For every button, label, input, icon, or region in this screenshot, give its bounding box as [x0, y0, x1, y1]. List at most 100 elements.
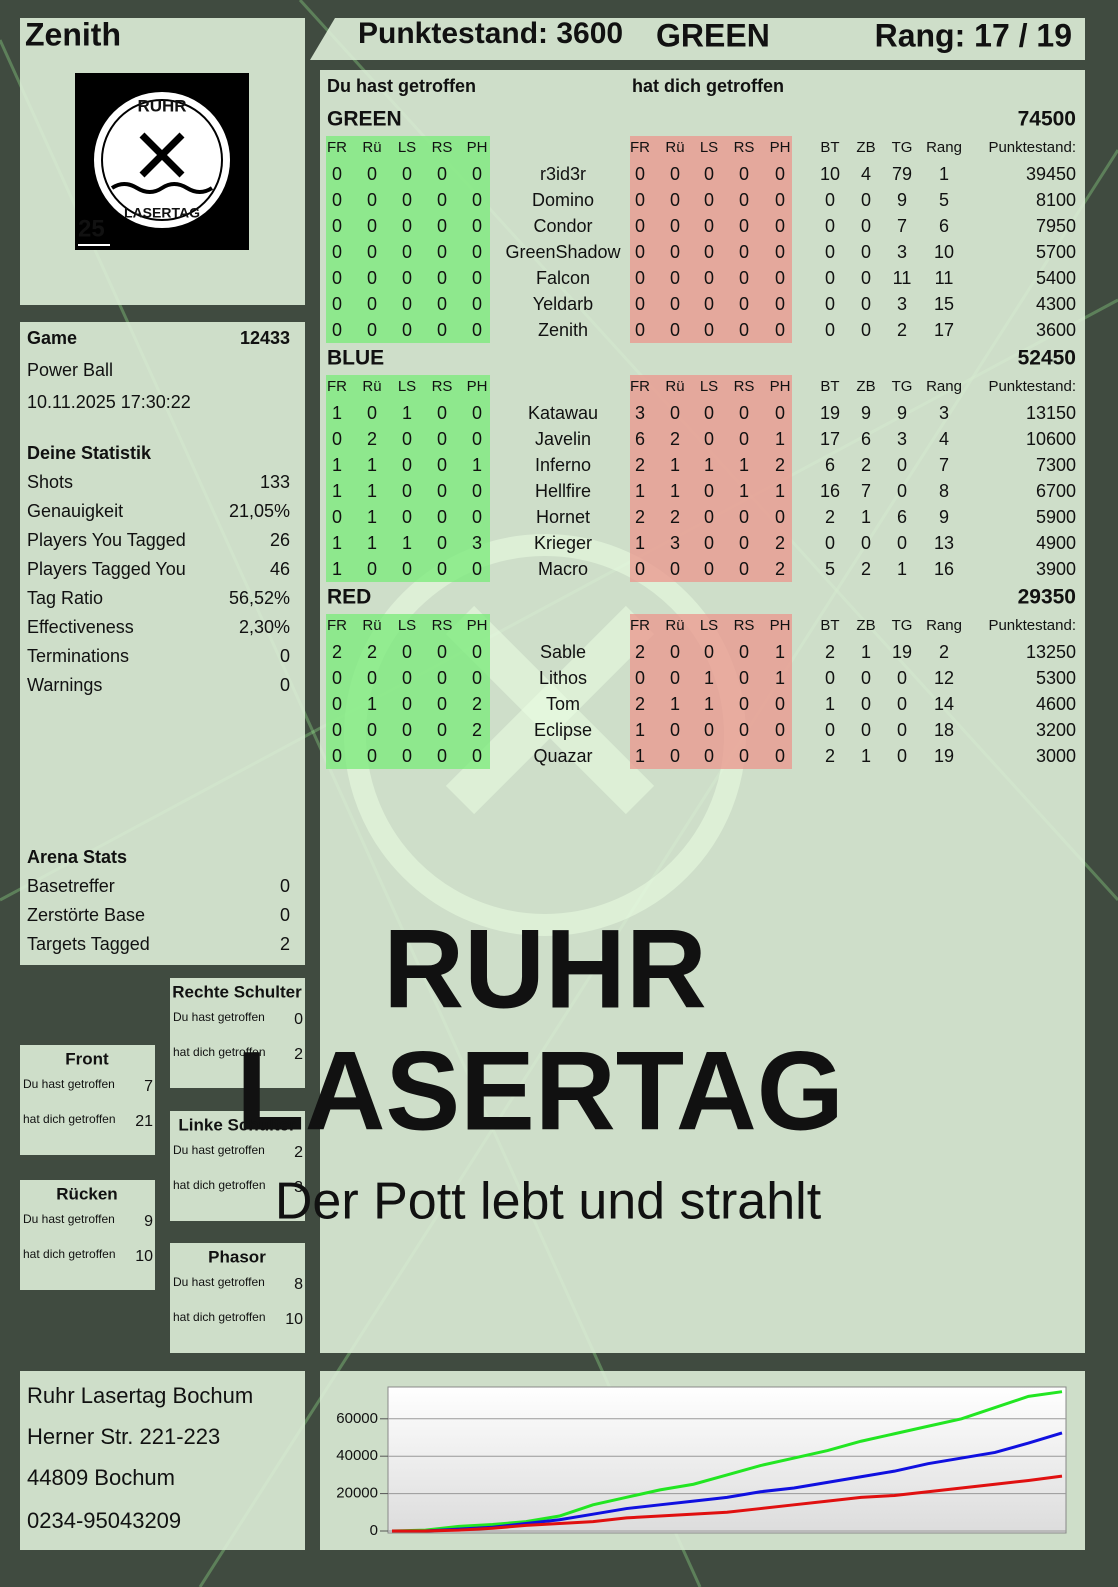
stat-value: 2,30% [239, 617, 290, 637]
stat-cell: 0 [472, 559, 482, 579]
stat-cell: 2 [861, 455, 871, 475]
player-cell: Eclipse [534, 720, 592, 740]
stat-cell: 2 [861, 559, 871, 579]
arena-label: Zerstörte Base [27, 905, 145, 925]
stat-cell: 0 [472, 746, 482, 766]
game-mode: Power Ball [27, 360, 113, 380]
stat-cell: 3000 [1036, 746, 1076, 766]
stat-value: 26 [270, 530, 290, 550]
stat-cell: 3 [939, 403, 949, 423]
stat-cell: 0 [367, 403, 377, 423]
stat-cell: 0 [775, 746, 785, 766]
stat-cell: 2 [472, 694, 482, 714]
stat-cell: 1 [332, 403, 342, 423]
stat-cell: 0 [402, 164, 412, 184]
arena-value: 2 [280, 934, 290, 954]
stat-cell: 0 [437, 190, 447, 210]
stat-cell: 9 [897, 190, 907, 210]
stat-cell: 0 [472, 507, 482, 527]
stat-cell: 1 [775, 481, 785, 501]
stat-cell: 1 [704, 455, 714, 475]
stat-cell: 0 [670, 668, 680, 688]
stat-cell: 0 [897, 455, 907, 475]
stat-cell: 0 [861, 720, 871, 740]
stat-cell: 18 [934, 720, 954, 740]
column-label: Punktestand: [988, 378, 1076, 395]
column-label: FR [327, 617, 347, 634]
stat-cell: 5900 [1036, 507, 1076, 527]
zone-title: Linke Schulter [178, 1115, 296, 1134]
stat-cell: 2 [825, 642, 835, 662]
stat-cell: 0 [670, 268, 680, 288]
stat-cell: 1 [402, 533, 412, 553]
stat-cell: 0 [825, 720, 835, 740]
player-cell: Macro [538, 559, 588, 579]
stat-cell: 7950 [1036, 216, 1076, 236]
stat-cell: 0 [775, 294, 785, 314]
column-label: PH [770, 139, 791, 156]
stat-cell: 0 [670, 294, 680, 314]
game-id: 12433 [240, 328, 290, 348]
stat-cell: 0 [825, 216, 835, 236]
stat-cell: 1 [472, 455, 482, 475]
stat-cell: 0 [704, 642, 714, 662]
stat-cell: 0 [670, 242, 680, 262]
hits-given-bg [326, 614, 490, 769]
stat-cell: 1 [861, 507, 871, 527]
column-label: FR [327, 139, 347, 156]
stat-cell: 0 [367, 190, 377, 210]
stat-cell: 0 [402, 268, 412, 288]
stat-cell: 0 [739, 164, 749, 184]
stat-cell: 0 [437, 268, 447, 288]
column-label: LS [398, 139, 416, 156]
stat-cell: 0 [775, 694, 785, 714]
stat-cell: 2 [825, 507, 835, 527]
stat-cell: 9 [897, 403, 907, 423]
stat-cell: 3900 [1036, 559, 1076, 579]
stat-cell: 0 [704, 507, 714, 527]
stat-cell: 0 [739, 642, 749, 662]
stat-cell: 4300 [1036, 294, 1076, 314]
stat-value: 56,52% [229, 588, 290, 608]
arena-label: Targets Tagged [27, 934, 150, 954]
watermark-text: RUHR [383, 907, 707, 1032]
stat-cell: 0 [437, 320, 447, 340]
stat-cell: 6 [825, 455, 835, 475]
stat-cell: 4600 [1036, 694, 1076, 714]
column-label: RS [734, 617, 755, 634]
zone-title: Phasor [208, 1247, 266, 1266]
column-label: PH [770, 617, 791, 634]
zone-value: 2 [294, 1144, 303, 1161]
column-label: ZB [856, 378, 875, 395]
stat-cell: 19 [934, 746, 954, 766]
stat-cell: 0 [437, 507, 447, 527]
stat-cell: 0 [402, 320, 412, 340]
stat-cell: 1 [897, 559, 907, 579]
player-cell: Krieger [534, 533, 592, 553]
stat-cell: 0 [897, 668, 907, 688]
stat-cell: 0 [739, 216, 749, 236]
column-label: TG [892, 139, 913, 156]
stat-cell: 2 [367, 642, 377, 662]
stat-cell: 0 [825, 242, 835, 262]
stat-cell: 2 [472, 720, 482, 740]
y-tick-label: 0 [370, 1522, 378, 1539]
stat-cell: 0 [775, 164, 785, 184]
address-line: Herner Str. 221-223 [27, 1424, 220, 1449]
stat-cell: 0 [472, 164, 482, 184]
stat-cell: 0 [670, 642, 680, 662]
stat-cell: 0 [704, 320, 714, 340]
arena-heading: Arena Stats [27, 847, 127, 867]
column-label: TG [892, 378, 913, 395]
stat-cell: 0 [704, 268, 714, 288]
stat-cell: 10600 [1026, 429, 1076, 449]
zone-label: hat dich getroffen [173, 1045, 266, 1059]
zone-box [170, 1243, 305, 1353]
stat-cell: 0 [861, 294, 871, 314]
stat-value: 0 [280, 646, 290, 666]
player-cell: GreenShadow [505, 242, 621, 262]
stat-cell: 1 [775, 642, 785, 662]
stat-cell: 0 [739, 242, 749, 262]
